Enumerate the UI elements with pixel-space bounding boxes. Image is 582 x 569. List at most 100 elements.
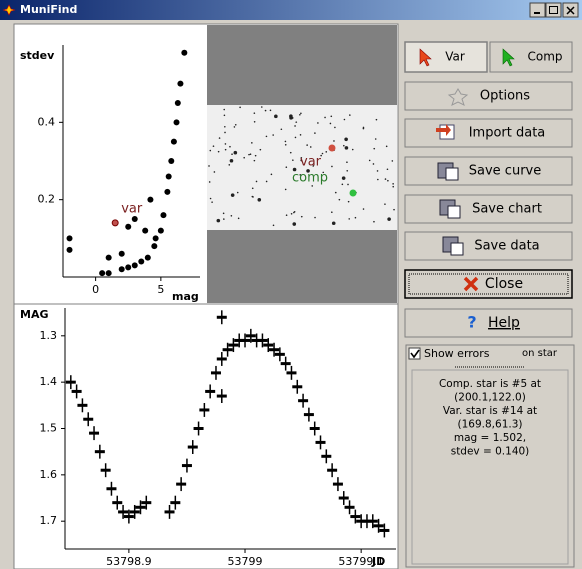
data-point (168, 158, 174, 164)
star (261, 106, 263, 108)
data-point (257, 339, 267, 342)
star (234, 151, 238, 155)
data-point (132, 216, 138, 222)
star (231, 153, 233, 155)
star (355, 217, 357, 219)
data-point (345, 506, 355, 509)
data-point (112, 501, 122, 504)
star (254, 121, 256, 123)
star (342, 184, 344, 186)
star (248, 154, 250, 156)
star (285, 189, 287, 191)
star (238, 218, 240, 220)
star (334, 127, 336, 129)
star (223, 213, 225, 215)
data-point (106, 255, 112, 261)
data-point (333, 483, 343, 486)
save-data-button-label[interactable]: Save data (474, 239, 539, 254)
star (375, 138, 377, 140)
data-point (240, 339, 250, 342)
import-button-label[interactable]: Import data (469, 126, 546, 141)
data-point (72, 390, 82, 393)
data-point (350, 515, 360, 518)
star (228, 164, 230, 166)
data-point (339, 497, 349, 500)
data-point (151, 243, 157, 249)
star (219, 137, 221, 139)
data-point (135, 506, 145, 509)
info-line: (200.1,122.0) (454, 392, 526, 404)
star (223, 218, 225, 220)
data-point (292, 385, 302, 388)
var-button-label[interactable]: Var (445, 50, 465, 64)
info-line: mag = 1.502, (454, 432, 526, 444)
close-button[interactable]: Close (405, 270, 572, 298)
x-tick-label: 0 (92, 283, 99, 296)
data-point (99, 270, 105, 276)
data-point (246, 334, 256, 337)
star (331, 211, 333, 213)
maximize-button[interactable] (546, 3, 561, 17)
save-curve-button[interactable]: Save curve (405, 157, 572, 185)
star (286, 214, 288, 216)
save-chart-button-label[interactable]: Save chart (472, 202, 542, 217)
star (243, 157, 245, 159)
var-button[interactable]: Var (405, 42, 487, 72)
star (230, 159, 234, 163)
star (237, 192, 239, 194)
show-errors-label[interactable]: Show errors (424, 347, 490, 360)
star (231, 215, 233, 217)
star (300, 112, 302, 114)
info-line: stdev = 0.140) (451, 446, 530, 458)
comp-button-label[interactable]: Comp (527, 50, 562, 64)
on-star-label: on star (522, 348, 558, 359)
data-point (281, 362, 291, 365)
data-point (95, 450, 105, 453)
close-button-label[interactable]: Close (485, 276, 523, 292)
help-button-label[interactable]: Help (488, 315, 520, 331)
save-data-button[interactable]: Save data (405, 232, 572, 260)
save-curve-button-label[interactable]: Save curve (469, 164, 541, 179)
star (314, 132, 316, 134)
star (392, 183, 394, 185)
data-point (194, 427, 204, 430)
y-tick-label: 1.5 (40, 422, 58, 435)
save-chart-button[interactable]: Save chart (405, 195, 572, 223)
star (235, 124, 237, 126)
star (314, 217, 316, 219)
import-button[interactable]: Import data (405, 119, 572, 147)
star (373, 221, 375, 223)
star (294, 125, 296, 127)
y-axis-label: stdev (20, 49, 55, 62)
minimize-button[interactable] (530, 3, 545, 17)
star (211, 201, 213, 203)
window-title: MuniFind (20, 3, 77, 16)
help-button[interactable]: ? Help (405, 309, 572, 337)
data-point (160, 212, 166, 218)
data-point (112, 220, 118, 226)
star (231, 193, 235, 197)
help-icon: ? (467, 313, 476, 332)
x-tick-label: 53799.1 (338, 555, 384, 568)
data-point (316, 441, 326, 444)
comp-button[interactable]: Comp (490, 42, 572, 72)
data-point (165, 510, 175, 513)
star (344, 137, 348, 141)
data-point (269, 348, 279, 351)
window-controls (530, 3, 578, 17)
data-point (379, 529, 389, 532)
x-axis-label: mag (172, 290, 199, 303)
data-point (106, 487, 116, 490)
x-tick-label: 53799 (228, 555, 263, 568)
star (352, 149, 354, 151)
star (210, 150, 212, 152)
star (330, 123, 332, 125)
options-button-label[interactable]: Options (480, 89, 530, 104)
star (317, 122, 319, 124)
star (290, 152, 292, 154)
star (331, 166, 333, 168)
options-button[interactable]: Options (405, 82, 572, 110)
star (214, 171, 216, 173)
data-point (205, 390, 215, 393)
star (384, 203, 386, 205)
